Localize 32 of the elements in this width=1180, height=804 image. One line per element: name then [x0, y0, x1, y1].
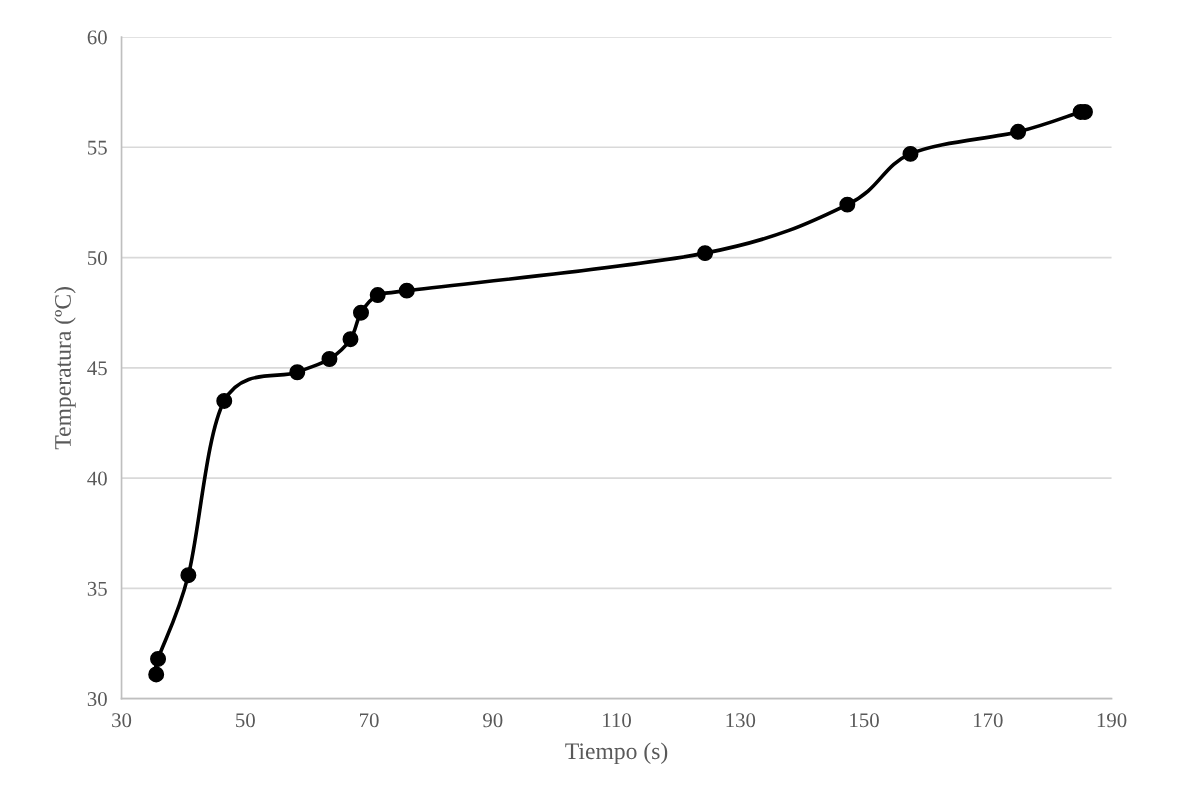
point: [902, 145, 919, 162]
x-axis-title: Tiempo (s): [565, 742, 668, 764]
x-tick-label: 70: [360, 713, 379, 728]
y-tick-label: 60: [87, 30, 107, 45]
point: [839, 196, 856, 213]
x-tick-label: 190: [1097, 713, 1127, 728]
y-tick-label: 45: [87, 361, 107, 376]
point: [398, 282, 415, 299]
y-axis-title: Temperatura (ºC): [54, 287, 76, 450]
point: [342, 331, 359, 348]
x-tick-label: 110: [603, 713, 631, 728]
point: [697, 245, 714, 262]
y-tick-label: 35: [87, 581, 107, 596]
y-tick-label: 55: [88, 140, 107, 155]
y-tick-label: 40: [87, 471, 107, 486]
point: [1010, 123, 1027, 140]
x-tick-label: 50: [236, 713, 255, 728]
point: [353, 304, 369, 321]
x-tick-label: 130: [726, 713, 756, 728]
x-tick-label: 170: [974, 713, 1003, 728]
point: [180, 567, 197, 584]
x-tick-label: 90: [483, 713, 503, 728]
point: [216, 392, 233, 409]
point: [148, 666, 165, 683]
point: [289, 364, 306, 381]
point: [150, 650, 167, 667]
y-tick-label: 30: [87, 692, 107, 707]
x-tick-label: 30: [112, 713, 132, 728]
point: [321, 351, 338, 367]
y-tick-label: 50: [88, 250, 107, 265]
point: [369, 287, 386, 304]
x-tick-label: 150: [850, 713, 879, 728]
